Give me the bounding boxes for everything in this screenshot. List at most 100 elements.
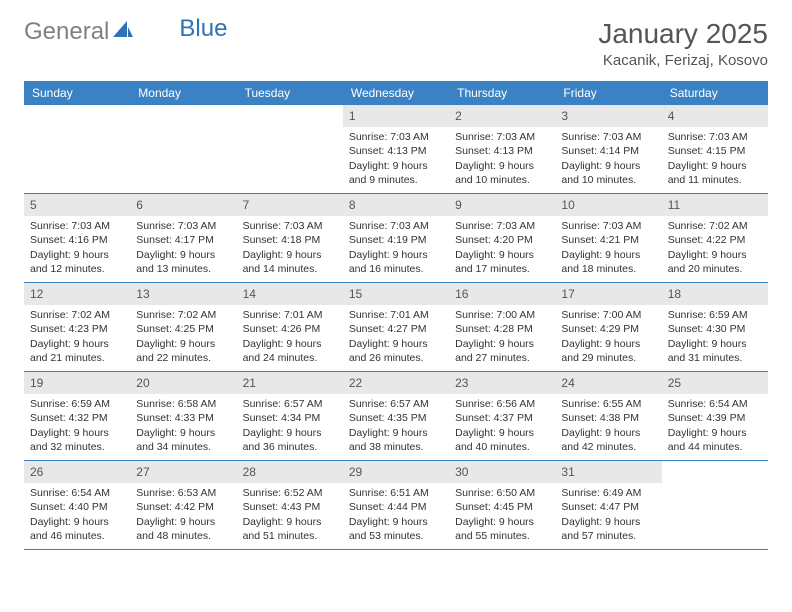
weekday-label: Sunday	[24, 81, 130, 105]
day-line: and 57 minutes.	[561, 529, 655, 543]
day-body: Sunrise: 7:03 AMSunset: 4:19 PMDaylight:…	[343, 216, 449, 282]
day-line: Sunrise: 6:51 AM	[349, 486, 443, 500]
day-number: 23	[449, 372, 555, 394]
day-number: 20	[130, 372, 236, 394]
day-line: Sunrise: 6:59 AM	[30, 397, 124, 411]
day-line: and 10 minutes.	[455, 173, 549, 187]
day-line: Sunrise: 6:49 AM	[561, 486, 655, 500]
day-cell: 16Sunrise: 7:00 AMSunset: 4:28 PMDayligh…	[449, 283, 555, 371]
day-line: and 12 minutes.	[30, 262, 124, 276]
day-body	[130, 111, 236, 120]
day-line: Sunset: 4:35 PM	[349, 411, 443, 425]
day-body: Sunrise: 7:03 AMSunset: 4:17 PMDaylight:…	[130, 216, 236, 282]
logo: General Blue	[24, 18, 227, 46]
day-line: Sunset: 4:43 PM	[243, 500, 337, 514]
day-line: Daylight: 9 hours	[243, 515, 337, 529]
day-line: Sunset: 4:27 PM	[349, 322, 443, 336]
month-title: January 2025	[598, 18, 768, 50]
day-line: Sunrise: 7:03 AM	[455, 219, 549, 233]
day-line: Sunset: 4:28 PM	[455, 322, 549, 336]
day-line: Sunset: 4:44 PM	[349, 500, 443, 514]
day-line: and 32 minutes.	[30, 440, 124, 454]
day-line: Daylight: 9 hours	[561, 515, 655, 529]
day-line: Sunset: 4:45 PM	[455, 500, 549, 514]
day-body: Sunrise: 7:03 AMSunset: 4:13 PMDaylight:…	[343, 127, 449, 193]
day-line: and 29 minutes.	[561, 351, 655, 365]
day-number: 28	[237, 461, 343, 483]
day-line: Sunrise: 7:03 AM	[668, 130, 762, 144]
day-number: 10	[555, 194, 661, 216]
day-cell: 20Sunrise: 6:58 AMSunset: 4:33 PMDayligh…	[130, 372, 236, 460]
day-line: Sunrise: 7:00 AM	[455, 308, 549, 322]
day-body: Sunrise: 6:50 AMSunset: 4:45 PMDaylight:…	[449, 483, 555, 549]
day-line: Sunrise: 7:02 AM	[136, 308, 230, 322]
day-line: Sunrise: 7:03 AM	[349, 219, 443, 233]
day-line: Daylight: 9 hours	[243, 337, 337, 351]
day-line: Sunset: 4:47 PM	[561, 500, 655, 514]
day-line: Sunset: 4:19 PM	[349, 233, 443, 247]
day-cell: 4Sunrise: 7:03 AMSunset: 4:15 PMDaylight…	[662, 105, 768, 193]
day-cell: 22Sunrise: 6:57 AMSunset: 4:35 PMDayligh…	[343, 372, 449, 460]
day-number: 19	[24, 372, 130, 394]
day-body: Sunrise: 7:01 AMSunset: 4:27 PMDaylight:…	[343, 305, 449, 371]
day-line: Daylight: 9 hours	[561, 426, 655, 440]
day-line: Sunset: 4:21 PM	[561, 233, 655, 247]
day-line: Sunset: 4:39 PM	[668, 411, 762, 425]
day-line: Sunrise: 6:52 AM	[243, 486, 337, 500]
day-line: Daylight: 9 hours	[349, 159, 443, 173]
day-body: Sunrise: 6:57 AMSunset: 4:35 PMDaylight:…	[343, 394, 449, 460]
header: General Blue January 2025 Kacanik, Feriz…	[24, 18, 768, 69]
day-body	[237, 111, 343, 120]
day-line: Sunset: 4:22 PM	[668, 233, 762, 247]
day-line: and 48 minutes.	[136, 529, 230, 543]
day-cell: 3Sunrise: 7:03 AMSunset: 4:14 PMDaylight…	[555, 105, 661, 193]
day-line: Sunset: 4:38 PM	[561, 411, 655, 425]
day-line: Sunset: 4:13 PM	[349, 144, 443, 158]
day-line: Sunset: 4:15 PM	[668, 144, 762, 158]
day-line: Daylight: 9 hours	[30, 248, 124, 262]
day-line: and 31 minutes.	[668, 351, 762, 365]
day-line: Daylight: 9 hours	[243, 248, 337, 262]
day-cell: 7Sunrise: 7:03 AMSunset: 4:18 PMDaylight…	[237, 194, 343, 282]
logo-text-b: Blue	[179, 15, 227, 43]
day-body	[24, 111, 130, 120]
day-body: Sunrise: 7:00 AMSunset: 4:29 PMDaylight:…	[555, 305, 661, 371]
location: Kacanik, Ferizaj, Kosovo	[598, 52, 768, 69]
day-line: Sunrise: 6:57 AM	[349, 397, 443, 411]
weekday-label: Wednesday	[343, 81, 449, 105]
day-line: Daylight: 9 hours	[668, 159, 762, 173]
day-line: and 10 minutes.	[561, 173, 655, 187]
weekday-label: Friday	[555, 81, 661, 105]
day-body: Sunrise: 6:56 AMSunset: 4:37 PMDaylight:…	[449, 394, 555, 460]
day-line: Sunset: 4:32 PM	[30, 411, 124, 425]
day-line: Daylight: 9 hours	[243, 426, 337, 440]
day-line: Daylight: 9 hours	[30, 337, 124, 351]
day-number: 1	[343, 105, 449, 127]
day-cell: 9Sunrise: 7:03 AMSunset: 4:20 PMDaylight…	[449, 194, 555, 282]
day-line: and 46 minutes.	[30, 529, 124, 543]
day-body: Sunrise: 6:51 AMSunset: 4:44 PMDaylight:…	[343, 483, 449, 549]
day-line: Daylight: 9 hours	[668, 426, 762, 440]
weekday-label: Saturday	[662, 81, 768, 105]
day-line: Sunrise: 6:55 AM	[561, 397, 655, 411]
day-number: 9	[449, 194, 555, 216]
day-cell: 11Sunrise: 7:02 AMSunset: 4:22 PMDayligh…	[662, 194, 768, 282]
day-cell: 24Sunrise: 6:55 AMSunset: 4:38 PMDayligh…	[555, 372, 661, 460]
day-body: Sunrise: 7:02 AMSunset: 4:22 PMDaylight:…	[662, 216, 768, 282]
day-line: Sunset: 4:37 PM	[455, 411, 549, 425]
day-cell	[130, 105, 236, 193]
day-line: and 11 minutes.	[668, 173, 762, 187]
logo-sail-icon	[113, 18, 133, 46]
day-line: and 18 minutes.	[561, 262, 655, 276]
day-body: Sunrise: 6:57 AMSunset: 4:34 PMDaylight:…	[237, 394, 343, 460]
day-cell	[662, 461, 768, 549]
week-row: 1Sunrise: 7:03 AMSunset: 4:13 PMDaylight…	[24, 105, 768, 194]
day-number: 15	[343, 283, 449, 305]
day-line: Daylight: 9 hours	[455, 337, 549, 351]
day-line: Sunrise: 7:02 AM	[30, 308, 124, 322]
day-line: Sunrise: 7:00 AM	[561, 308, 655, 322]
day-body: Sunrise: 6:53 AMSunset: 4:42 PMDaylight:…	[130, 483, 236, 549]
day-line: and 36 minutes.	[243, 440, 337, 454]
day-cell: 13Sunrise: 7:02 AMSunset: 4:25 PMDayligh…	[130, 283, 236, 371]
day-line: Sunset: 4:14 PM	[561, 144, 655, 158]
